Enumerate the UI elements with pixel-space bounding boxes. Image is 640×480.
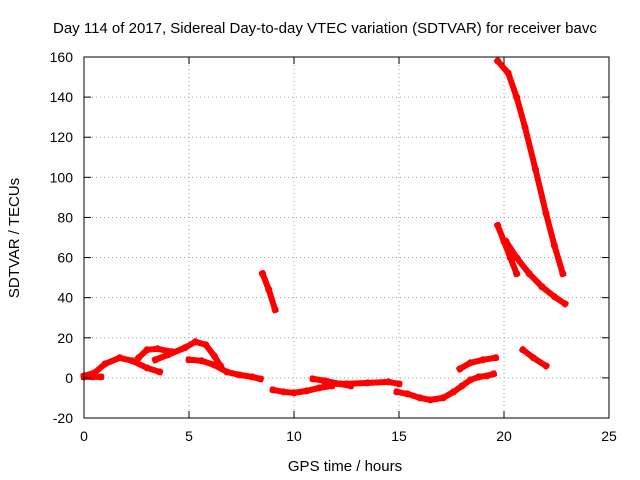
data-point [322,380,329,388]
data-point [164,351,172,359]
data-point [181,344,189,352]
data-point [427,396,434,404]
data-point [156,368,164,376]
x-tick-label: 0 [80,428,88,444]
data-point [191,338,199,346]
data-point [269,386,277,394]
data-point [88,373,96,381]
data-point [458,382,466,390]
data-point [439,394,447,402]
data-point [271,306,279,314]
data-point [492,354,500,362]
series-layer [80,56,570,404]
y-tick-label: 40 [57,290,73,306]
data-point [550,293,558,301]
data-point [385,378,392,386]
data-point [479,356,487,364]
data-point [116,354,124,362]
data-point [450,388,458,396]
data-point [185,356,193,364]
data-point [395,380,403,388]
data-point [309,375,317,383]
data-point [494,222,502,229]
x-axis-label: GPS time / hours [288,458,402,475]
x-tick-label: 25 [601,428,617,444]
y-tick-label: -20 [53,410,73,426]
data-point [550,242,558,249]
data-point [154,345,161,353]
data-point [97,373,105,381]
data-point [210,361,218,369]
data-arc-12 [493,56,567,278]
y-tick-label: 60 [57,250,73,266]
data-point [519,346,527,354]
data-point [303,387,311,395]
data-point [256,375,264,383]
data-point [521,123,529,131]
data-point [202,341,210,349]
y-tick-label: 140 [50,89,74,105]
data-point [265,286,273,294]
data-point [513,270,521,278]
y-axis-label: SDTVAR / TECUs [6,178,23,298]
data-point [529,354,537,362]
x-tick-label: 5 [185,428,193,444]
data-point [504,69,512,77]
y-tick-label: 120 [50,129,74,145]
data-point [259,270,266,278]
data-arc-13 [493,221,521,278]
data-point [143,346,151,354]
data-point [393,388,401,396]
y-tick-label: 100 [50,169,74,185]
data-point [128,357,136,365]
y-tick-label: 160 [50,49,74,65]
data-point [343,380,350,388]
data-point [248,373,256,381]
data-point [525,270,533,278]
x-tick-label: 15 [391,428,407,444]
data-point [416,394,424,402]
data-point [315,384,323,392]
data-point [475,373,483,381]
data-arc-3 [134,345,176,363]
data-point [466,376,474,384]
data-point [502,238,510,245]
data-point [494,57,502,65]
data-point [513,254,521,262]
data-point [290,389,298,397]
data-point [151,356,159,364]
data-point [466,359,474,367]
data-point [456,365,464,373]
data-point [513,93,521,101]
data-arc-11 [455,354,500,374]
data-point [135,354,143,362]
data-point [561,300,569,308]
data-point [559,270,567,278]
data-point [235,371,243,379]
tick-layer: 0 5 10 15 20 25 -20 0 20 40 60 80 100 120 140 160 [50,49,617,444]
y-tick-label: 80 [57,209,73,225]
y-tick-label: 20 [57,330,73,346]
data-point [198,357,206,365]
data-point [143,364,151,372]
x-tick-label: 20 [496,428,512,444]
chart-title: Day 114 of 2017, Sidereal Day-to-day VTE… [53,20,597,37]
data-point [101,360,109,368]
data-point [542,362,550,370]
data-point [210,352,218,360]
plot-frame [83,56,610,419]
y-tick-label: 0 [65,370,73,386]
data-point [538,283,546,291]
data-point [483,372,491,380]
data-point [532,165,539,173]
data-point [542,209,550,217]
data-point [280,388,287,396]
data-point [490,370,497,378]
data-point [403,390,411,398]
data-point [364,379,371,387]
x-tick-label: 10 [286,428,302,444]
data-point [223,368,231,376]
